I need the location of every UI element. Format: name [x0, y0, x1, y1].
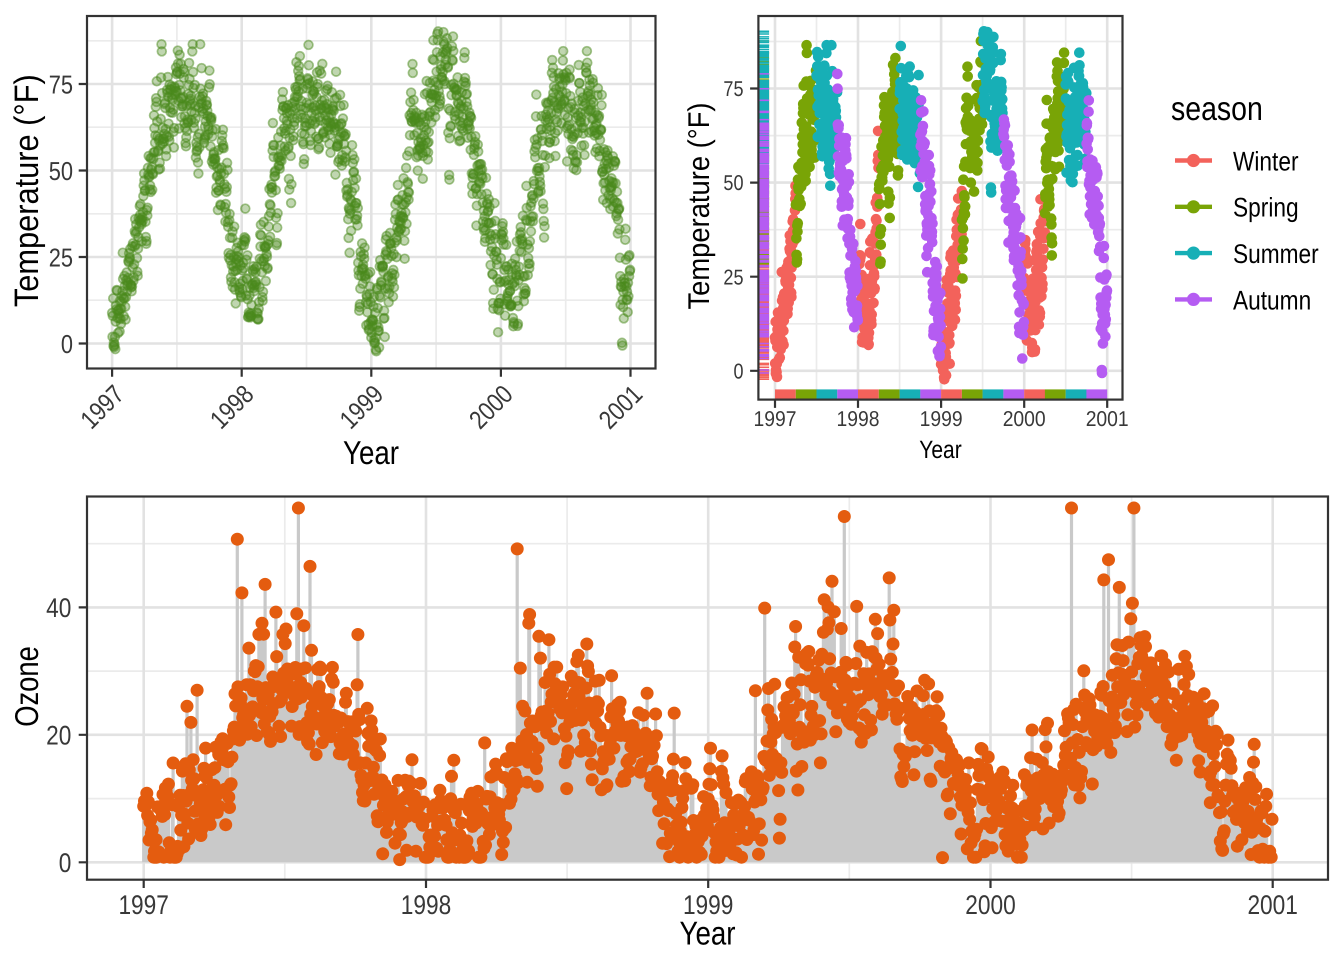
svg-text:1997: 1997: [118, 890, 169, 920]
svg-text:1997: 1997: [74, 379, 130, 435]
svg-text:0: 0: [59, 848, 72, 878]
svg-text:0: 0: [734, 359, 744, 383]
svg-text:1998: 1998: [204, 379, 260, 435]
svg-text:season: season: [1171, 91, 1263, 128]
svg-text:0: 0: [61, 329, 73, 359]
svg-text:Ozone: Ozone: [8, 646, 45, 727]
svg-text:1999: 1999: [920, 407, 963, 431]
svg-text:Autumn: Autumn: [1233, 285, 1311, 315]
svg-text:2001: 2001: [1086, 407, 1129, 431]
svg-text:50: 50: [723, 171, 743, 195]
svg-text:50: 50: [49, 156, 73, 186]
svg-text:25: 25: [49, 242, 73, 272]
svg-text:75: 75: [723, 77, 743, 101]
svg-text:40: 40: [46, 593, 71, 623]
svg-text:1998: 1998: [837, 407, 880, 431]
svg-text:Year: Year: [343, 434, 399, 471]
svg-text:Summer: Summer: [1233, 239, 1319, 269]
svg-text:Temperature (°F): Temperature (°F): [683, 102, 716, 309]
svg-text:Temperature (°F): Temperature (°F): [8, 74, 46, 307]
svg-text:2000: 2000: [1003, 407, 1046, 431]
svg-text:1999: 1999: [333, 379, 389, 435]
svg-text:2000: 2000: [463, 379, 519, 435]
svg-text:1997: 1997: [754, 407, 797, 431]
svg-text:2001: 2001: [1247, 890, 1298, 920]
svg-text:20: 20: [46, 720, 71, 750]
svg-text:1999: 1999: [683, 890, 734, 920]
svg-text:75: 75: [49, 69, 73, 99]
svg-text:25: 25: [723, 265, 743, 289]
svg-text:Year: Year: [680, 914, 736, 951]
svg-text:2000: 2000: [965, 890, 1016, 920]
svg-text:2001: 2001: [593, 379, 649, 435]
svg-text:Winter: Winter: [1233, 146, 1299, 176]
svg-text:Year: Year: [919, 436, 961, 464]
svg-text:Spring: Spring: [1233, 193, 1299, 223]
svg-text:1998: 1998: [401, 890, 452, 920]
